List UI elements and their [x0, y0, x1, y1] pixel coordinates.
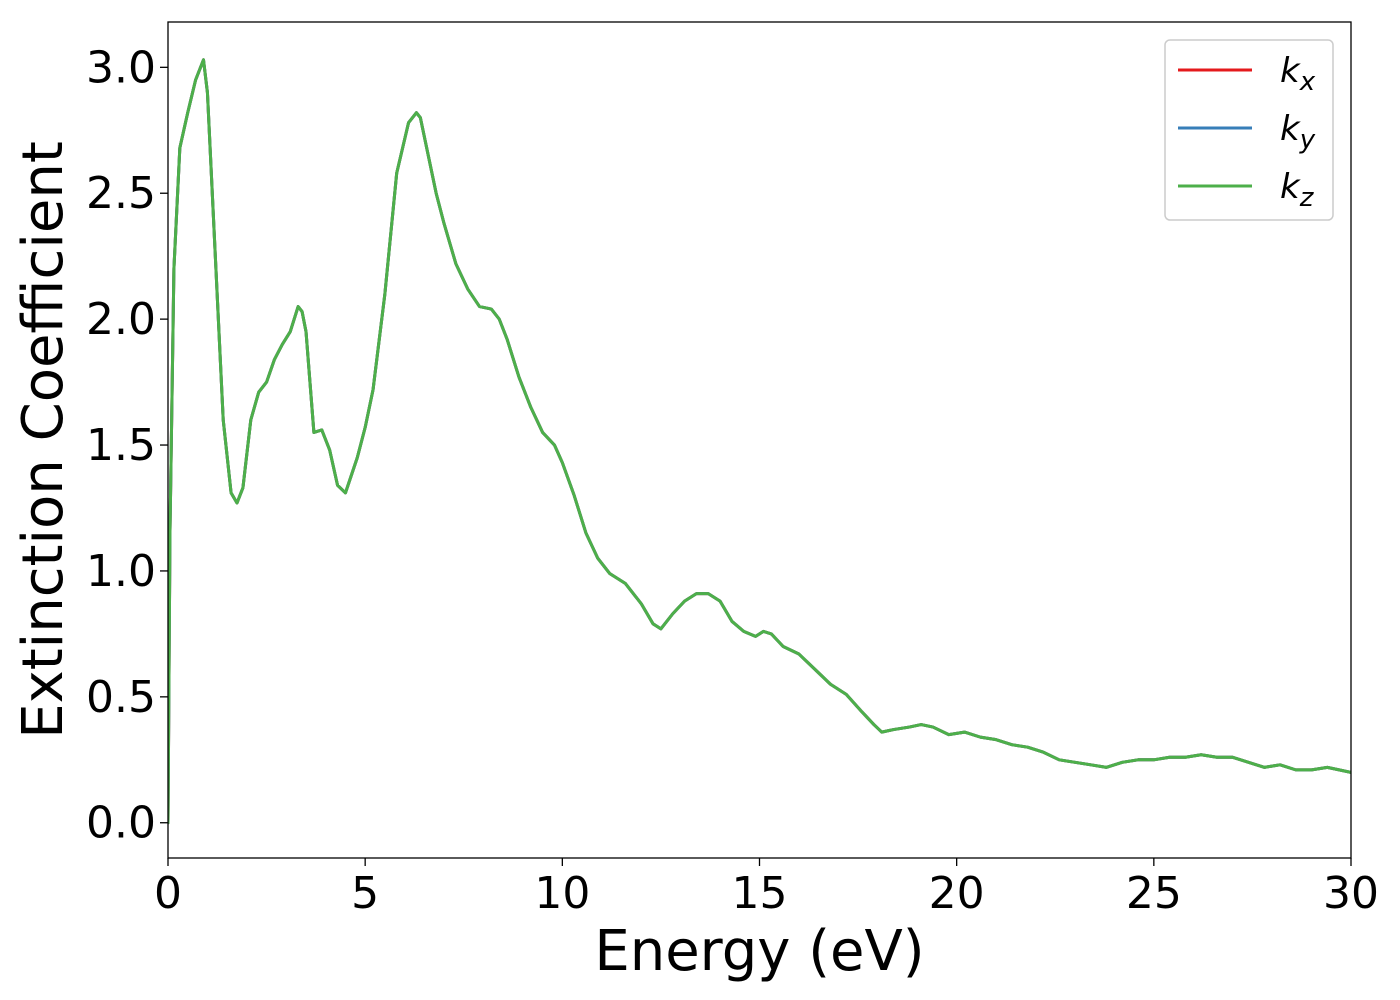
legend-label-kz: kz: [1280, 167, 1315, 213]
x-tick-label: 0: [154, 868, 182, 919]
y-axis-ticks: 0.0 0.5 1.0 1.5 2.0 2.5 3.0: [86, 42, 168, 849]
y-tick-label: 1.5: [86, 420, 156, 471]
y-tick-label: 2.0: [86, 294, 156, 345]
legend-box: [1164, 39, 1334, 221]
series-line-kz: [168, 58, 1351, 825]
y-tick-label: 3.0: [86, 42, 156, 93]
legend: kx ky kz: [1164, 39, 1334, 221]
y-tick-label: 2.5: [86, 168, 156, 219]
y-axis-label: Extinction Coefficient: [11, 141, 76, 739]
x-tick-label: 20: [929, 868, 985, 919]
x-tick-label: 5: [351, 868, 379, 919]
x-tick-label: 10: [534, 868, 590, 919]
y-tick-label: 1.0: [86, 546, 156, 597]
x-axis-ticks: 0 5 10 15 20 25 30: [154, 858, 1379, 919]
legend-label-ky: ky: [1280, 109, 1316, 155]
x-tick-label: 30: [1323, 868, 1379, 919]
series-lines: [168, 58, 1351, 825]
x-tick-label: 15: [732, 868, 788, 919]
y-tick-label: 0.0: [86, 798, 156, 849]
x-axis-label: Energy (eV): [594, 919, 924, 984]
y-tick-label: 0.5: [86, 672, 156, 723]
legend-label-kx: kx: [1280, 51, 1316, 97]
x-tick-label: 25: [1126, 868, 1182, 919]
